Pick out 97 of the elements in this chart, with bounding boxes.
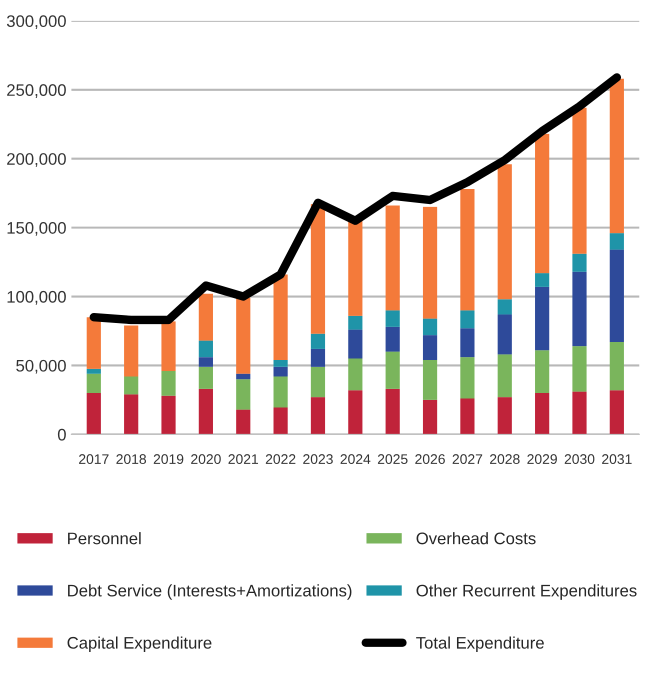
bar bbox=[610, 250, 624, 342]
bar bbox=[274, 274, 288, 360]
y-tick-label: 50,000 bbox=[16, 360, 66, 374]
bar bbox=[161, 321, 176, 371]
x-tick-label: 2017 bbox=[79, 454, 109, 464]
bar bbox=[310, 204, 326, 334]
y-tick-label: 100,000 bbox=[8, 290, 66, 305]
x-tick-label: 2028 bbox=[490, 454, 520, 464]
x-tick-label: 2021 bbox=[228, 454, 258, 464]
bar bbox=[348, 220, 362, 316]
x-tick-label: 2029 bbox=[527, 454, 557, 464]
bar bbox=[386, 326, 400, 352]
bar bbox=[535, 393, 550, 434]
bar bbox=[236, 298, 250, 374]
bar bbox=[386, 388, 400, 434]
bar bbox=[422, 400, 438, 434]
bar bbox=[310, 397, 326, 434]
bar bbox=[348, 358, 362, 390]
legend-label: Capital Expenditure bbox=[68, 636, 212, 652]
x-tick-label: 2030 bbox=[564, 454, 594, 464]
legend-label: Other Recurrent Expenditures bbox=[416, 584, 637, 600]
bar bbox=[386, 352, 400, 389]
bar bbox=[572, 254, 587, 272]
bar bbox=[198, 388, 213, 434]
x-tick-label: 2019 bbox=[154, 454, 184, 464]
bar bbox=[236, 374, 250, 380]
bar bbox=[460, 189, 475, 310]
bar bbox=[498, 397, 512, 434]
bar bbox=[535, 273, 550, 287]
bar bbox=[86, 393, 101, 434]
bar bbox=[198, 340, 213, 358]
x-tick-label: 2026 bbox=[415, 454, 445, 464]
bar bbox=[422, 318, 438, 336]
bar bbox=[535, 134, 550, 274]
x-tick-label: 2031 bbox=[602, 454, 632, 464]
bar bbox=[198, 294, 213, 341]
bar bbox=[236, 379, 250, 410]
x-tick-label: 2027 bbox=[452, 454, 482, 464]
bar bbox=[610, 233, 624, 250]
bar bbox=[460, 310, 475, 328]
bar bbox=[572, 108, 587, 254]
bar bbox=[498, 164, 512, 300]
x-tick-label: 2023 bbox=[303, 454, 333, 464]
bar bbox=[610, 78, 624, 234]
bar bbox=[610, 390, 624, 434]
y-tick-label: 150,000 bbox=[8, 222, 66, 236]
bar bbox=[124, 325, 138, 376]
bar bbox=[348, 316, 362, 330]
y-tick-label: 0 bbox=[58, 428, 66, 441]
bar bbox=[86, 368, 101, 374]
bar bbox=[422, 206, 438, 319]
bar bbox=[422, 360, 438, 400]
bar bbox=[274, 376, 288, 408]
bar bbox=[386, 206, 400, 310]
bar bbox=[198, 366, 213, 389]
bar bbox=[161, 396, 176, 434]
x-tick-label: 2024 bbox=[340, 454, 370, 464]
bar bbox=[274, 360, 288, 367]
bar bbox=[310, 348, 326, 367]
x-tick-label: 2025 bbox=[378, 454, 408, 464]
bar bbox=[572, 346, 587, 392]
legend-label: Total Expenditure bbox=[416, 636, 544, 652]
bar bbox=[460, 328, 475, 358]
legend-label: Debt Service (Interests+Amortizations) bbox=[68, 584, 352, 600]
bar bbox=[572, 272, 587, 346]
bar bbox=[161, 370, 176, 396]
bar bbox=[498, 299, 512, 314]
bar bbox=[198, 357, 213, 367]
bar bbox=[610, 342, 624, 390]
bar bbox=[535, 350, 550, 394]
x-tick-label: 2018 bbox=[116, 454, 146, 464]
x-tick-label: 2022 bbox=[266, 454, 296, 464]
bar bbox=[274, 407, 288, 434]
bar bbox=[535, 286, 550, 350]
y-tick-label: 200,000 bbox=[7, 153, 66, 167]
bar bbox=[572, 392, 587, 434]
bar bbox=[348, 390, 362, 434]
bar bbox=[86, 317, 101, 369]
bar bbox=[310, 366, 326, 398]
bar bbox=[498, 314, 512, 354]
bar bbox=[460, 398, 475, 434]
bar bbox=[386, 310, 400, 327]
legend-label: Personnel bbox=[68, 532, 141, 544]
legend-label: Overhead Costs bbox=[416, 532, 536, 544]
bar bbox=[460, 357, 475, 399]
bar bbox=[86, 374, 101, 394]
bar bbox=[498, 354, 512, 398]
bar bbox=[124, 376, 138, 394]
bar bbox=[422, 335, 438, 360]
bar bbox=[236, 410, 250, 434]
bar bbox=[124, 394, 138, 434]
bar bbox=[348, 330, 362, 359]
bar bbox=[310, 334, 326, 349]
bar bbox=[274, 366, 288, 376]
x-tick-label: 2020 bbox=[191, 454, 221, 464]
y-tick-label: 250,000 bbox=[7, 84, 66, 98]
y-tick-label: 300,000 bbox=[6, 15, 66, 30]
